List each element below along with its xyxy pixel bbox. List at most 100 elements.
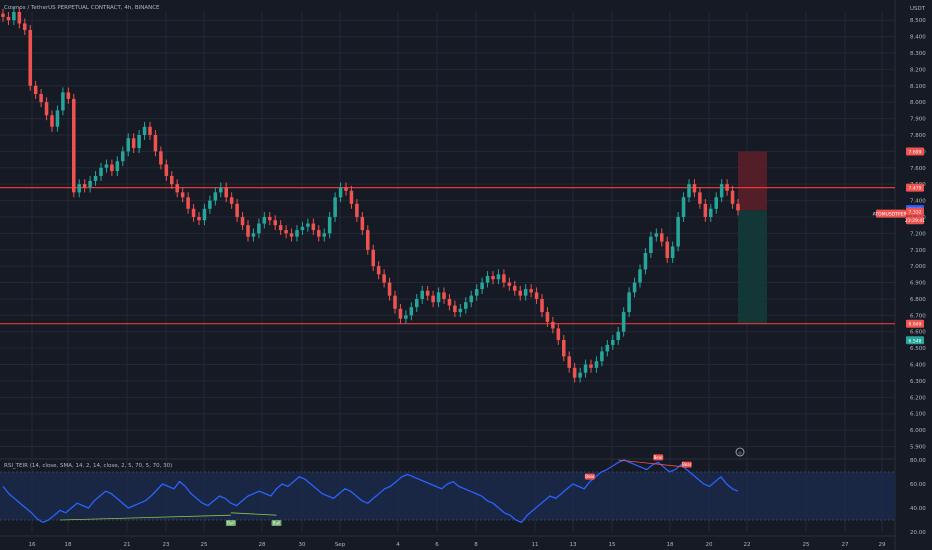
candle-body bbox=[28, 30, 32, 86]
symbol-price-tag-text: ATOMUSDTPERP bbox=[873, 212, 910, 218]
y-axis-tick-label: 7.200 bbox=[910, 231, 926, 237]
candle-body bbox=[409, 307, 414, 316]
price-axis-tag bbox=[906, 147, 924, 156]
candle-body bbox=[23, 23, 27, 31]
candle-body bbox=[322, 233, 326, 237]
y-axis-tick-label: 8.000 bbox=[910, 100, 926, 106]
candle-body bbox=[594, 361, 599, 368]
candle-body bbox=[404, 315, 408, 319]
x-axis-tick-label: 20 bbox=[706, 542, 713, 548]
bear-marker-text: Bear bbox=[585, 474, 595, 479]
candle-body bbox=[513, 285, 517, 291]
bull-divergence-line bbox=[59, 514, 231, 521]
x-axis-tick-label: 11 bbox=[532, 542, 539, 548]
candle-body bbox=[393, 295, 397, 309]
candle-body bbox=[431, 295, 435, 303]
stop-loss-zone bbox=[738, 151, 767, 211]
candle-body bbox=[502, 274, 506, 283]
candle-body bbox=[621, 312, 626, 332]
y-axis-tick-label: 6.200 bbox=[910, 395, 926, 401]
x-axis-tick-label: Sep bbox=[335, 542, 346, 548]
y-axis-tick-label: 7.100 bbox=[910, 248, 926, 254]
candle-body bbox=[627, 292, 631, 313]
rsi-axis-tick-label: 80.00 bbox=[910, 458, 926, 464]
candle-body bbox=[126, 138, 130, 152]
candle-body bbox=[447, 298, 452, 306]
y-axis-tick-label: 6.500 bbox=[910, 346, 926, 352]
candle-body bbox=[289, 233, 294, 237]
rsi-band bbox=[0, 472, 895, 520]
candle-body bbox=[616, 331, 620, 340]
price-axis-tag bbox=[906, 207, 924, 216]
candle-body bbox=[137, 134, 141, 149]
candle-body bbox=[153, 134, 158, 152]
candle-body bbox=[529, 289, 533, 293]
x-axis-tick-label: 27 bbox=[842, 542, 849, 548]
candle-body bbox=[306, 223, 310, 227]
candle-body bbox=[589, 364, 593, 368]
y-axis-tick-label: 6.800 bbox=[910, 297, 926, 303]
candle-body bbox=[398, 308, 403, 319]
y-axis-tick-label: 8.500 bbox=[910, 18, 926, 24]
x-axis-tick-label: 25 bbox=[803, 542, 810, 548]
x-axis-tick-label: 30 bbox=[299, 542, 306, 548]
candle-body bbox=[44, 102, 49, 116]
y-axis-tick-label: 6.300 bbox=[910, 379, 926, 385]
candle-body bbox=[164, 164, 169, 176]
candle-body bbox=[534, 292, 539, 299]
candle-body bbox=[191, 208, 196, 217]
candle-body bbox=[273, 220, 277, 226]
bull-divergence-line bbox=[230, 512, 277, 516]
candle-body bbox=[583, 364, 588, 373]
candle-body bbox=[115, 161, 120, 172]
price-axis-tag bbox=[906, 319, 924, 328]
rsi-line bbox=[2, 459, 739, 524]
candle-body bbox=[464, 302, 468, 309]
x-axis-tick-label: 8 bbox=[474, 542, 478, 548]
candle-body bbox=[224, 187, 228, 198]
candle-body bbox=[170, 175, 174, 185]
candle-body bbox=[556, 328, 561, 340]
candle-body bbox=[507, 282, 512, 286]
candle-body bbox=[474, 289, 479, 296]
candle-body bbox=[240, 216, 245, 226]
candle-body bbox=[376, 266, 381, 275]
bear-marker bbox=[653, 454, 664, 461]
bull-marker bbox=[271, 520, 282, 526]
candle-body bbox=[638, 269, 642, 283]
candle-body bbox=[235, 203, 239, 217]
candle-body bbox=[442, 292, 446, 299]
currency-label: USDT bbox=[910, 6, 926, 12]
x-axis-tick-label: 21 bbox=[124, 542, 131, 548]
candle-body bbox=[110, 164, 114, 172]
y-axis-tick-label: 7.400 bbox=[910, 199, 926, 205]
candle-body bbox=[670, 246, 675, 258]
candle-body bbox=[496, 274, 501, 280]
candle-body bbox=[295, 230, 299, 237]
candle-body bbox=[518, 290, 522, 296]
price-axis-tag-text: 7.479 bbox=[909, 186, 922, 192]
candle-body bbox=[660, 233, 664, 242]
x-axis-tick-label: 22 bbox=[744, 542, 751, 548]
candle-body bbox=[458, 308, 463, 313]
candle-body bbox=[66, 92, 71, 99]
candle-body bbox=[268, 216, 272, 221]
candle-body bbox=[523, 289, 528, 296]
price-axis-tag-text: 7.699 bbox=[909, 150, 922, 156]
candle-body bbox=[485, 275, 490, 283]
candle-body bbox=[540, 298, 544, 313]
price-axis-tag-text: 6.649 bbox=[909, 322, 922, 328]
bear-marker-text: Bear bbox=[682, 462, 692, 467]
x-axis-tick-label: 16 bbox=[29, 542, 36, 548]
rsi-axis-tick-label: 60.00 bbox=[910, 482, 926, 488]
y-axis-tick-label: 8.200 bbox=[910, 67, 926, 73]
candle-body bbox=[284, 230, 288, 234]
candle-body bbox=[415, 298, 419, 308]
x-axis-tick-label: 23 bbox=[163, 542, 170, 548]
alert-circle-icon bbox=[735, 447, 745, 457]
candle-body bbox=[278, 225, 283, 231]
candle-body bbox=[371, 249, 375, 267]
candle-body bbox=[246, 225, 250, 237]
